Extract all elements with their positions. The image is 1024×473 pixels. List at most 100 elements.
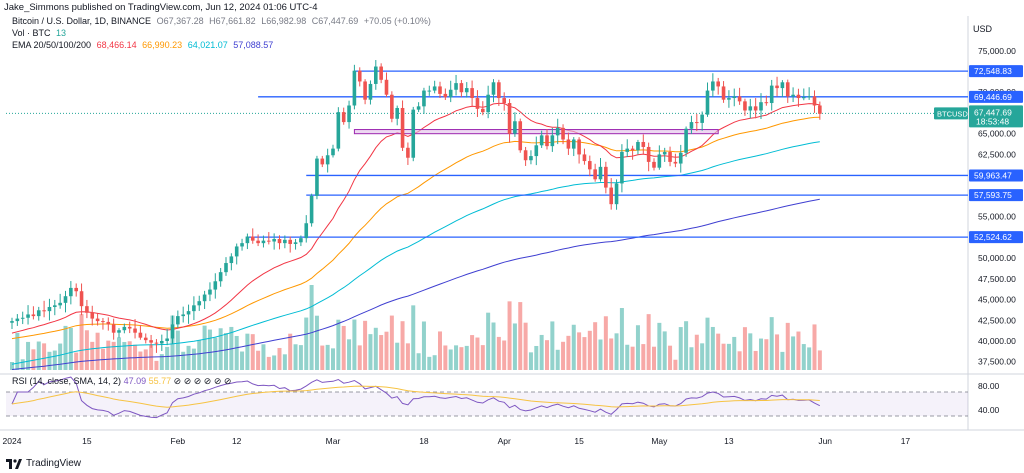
volume-bar: [58, 343, 63, 370]
volume-bar: [26, 341, 31, 370]
volume-bar: [127, 341, 132, 370]
ohlc-change: +70.05 (+0.10%): [363, 16, 431, 26]
symbol-name[interactable]: Bitcoin / U.S. Dollar, 1D, BINANCE: [12, 16, 152, 26]
ema-label[interactable]: EMA 20/50/100/200: [12, 40, 92, 50]
candle-body: [582, 154, 587, 162]
price-level-label: 57,593.75: [974, 190, 1012, 200]
volume-bar: [347, 339, 352, 370]
candle-body: [486, 94, 490, 113]
rsi-sma-line: [11, 385, 820, 408]
consolidation-zone: [353, 129, 719, 135]
candle-body: [545, 135, 549, 147]
volume-bar: [197, 340, 202, 370]
volume-bar: [646, 314, 651, 370]
x-tick-label: 12: [232, 436, 242, 446]
x-tick-label: 18: [419, 436, 429, 446]
candle-body: [352, 70, 357, 106]
candle-body: [143, 337, 148, 341]
candle-body: [689, 122, 694, 129]
candle-body: [374, 66, 378, 84]
candle-body: [47, 306, 52, 312]
candle-body: [416, 106, 421, 110]
volume-bar: [314, 315, 319, 370]
volume-bar: [384, 331, 389, 370]
candle-body: [170, 324, 175, 339]
x-tick-label: 15: [82, 436, 92, 446]
volume-bar: [716, 333, 721, 370]
volume-bar: [705, 317, 710, 370]
volume-bar: [143, 349, 148, 370]
volume-bar: [389, 315, 394, 370]
volume-bar: [304, 317, 309, 370]
price-level-tag: [969, 231, 1023, 244]
candle-body: [662, 151, 667, 155]
volume-bar: [721, 343, 726, 370]
volume-bar: [614, 333, 619, 370]
volume-bar: [421, 321, 426, 370]
candle-body: [406, 147, 410, 158]
volume-bar: [555, 349, 560, 370]
price-chart[interactable]: 37,500.00 40,000.00 42,500.00 45,000.00 47,5…: [0, 16, 1024, 456]
volume-bar: [336, 319, 341, 370]
candle-body: [721, 86, 726, 100]
candle-body: [186, 311, 191, 315]
candle-body: [357, 70, 362, 82]
price-level-tag: [969, 65, 1023, 78]
y-tick-label: 65,000.00: [978, 129, 1016, 139]
volume-bar: [357, 345, 362, 370]
candle-body: [507, 103, 512, 134]
x-tick-label: Mar: [326, 436, 341, 446]
candle-body: [63, 296, 68, 303]
candle-body: [475, 98, 480, 109]
rsi-label[interactable]: RSI (14, close, SMA, 14, 2): [12, 376, 122, 386]
candle-body: [149, 340, 153, 343]
candle-body: [218, 272, 223, 282]
candle-body: [641, 141, 646, 147]
candle-body: [614, 183, 619, 205]
volume-bar: [84, 330, 89, 370]
volume-bar: [373, 327, 378, 370]
candle-body: [673, 161, 678, 164]
candle-body: [785, 82, 790, 97]
candle-body: [438, 86, 442, 94]
volume-bar: [368, 334, 373, 370]
candle-body: [347, 105, 351, 123]
volume-bar: [726, 343, 731, 370]
volume-bar: [266, 356, 271, 370]
candle-body: [208, 289, 212, 295]
candle-body: [69, 287, 73, 297]
volume-bar: [363, 320, 368, 370]
candle-body: [293, 242, 298, 244]
volume-bar: [641, 344, 646, 370]
candle-body: [299, 238, 303, 243]
candle-body: [432, 86, 437, 91]
candle-body: [630, 148, 635, 151]
volume-bar: [673, 359, 678, 370]
volume-bar: [379, 335, 384, 370]
candle-body: [529, 156, 533, 161]
candle-body: [122, 326, 127, 331]
volume-bar: [470, 335, 475, 370]
candle-body: [101, 321, 105, 323]
volume-bar: [512, 323, 517, 370]
volume-label[interactable]: Vol · BTC: [12, 28, 51, 38]
candle-body: [234, 246, 239, 257]
footer-brand: TradingView: [6, 458, 81, 469]
volume-bar: [117, 337, 121, 370]
candle-body: [652, 161, 656, 168]
volume-bar: [202, 325, 207, 370]
volume-bar: [298, 345, 303, 370]
volume-bar: [138, 351, 143, 370]
candle-body: [695, 122, 699, 124]
candle-body: [753, 106, 758, 111]
ohlc-high: H67,661.82: [209, 16, 256, 26]
candle-body: [36, 310, 41, 317]
volume-bar: [79, 314, 84, 370]
ohlc-open: O67,367.28: [156, 16, 204, 26]
candle-body: [272, 238, 276, 242]
volume-bar: [213, 337, 218, 370]
volume-bar: [732, 336, 737, 370]
volume-bar: [224, 333, 228, 370]
volume-legend: Vol · BTC 13: [12, 28, 66, 38]
candle-body: [620, 151, 624, 184]
